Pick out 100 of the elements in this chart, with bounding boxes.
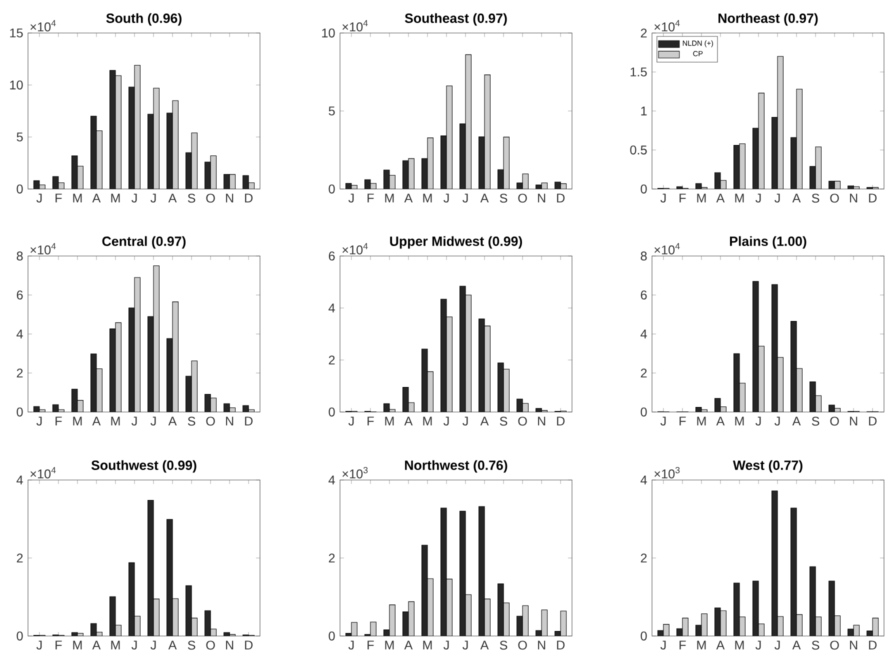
chart-title: Southwest (0.99) xyxy=(91,460,196,473)
y-tick-label: 0 xyxy=(640,408,647,416)
x-tick-label: J xyxy=(348,416,354,426)
x-tick-label: S xyxy=(188,640,196,650)
x-tick-label: S xyxy=(812,416,820,426)
x-tick-label: J xyxy=(462,640,468,650)
x-tick-label: D xyxy=(245,194,253,202)
chart-title: South (0.96) xyxy=(106,13,182,26)
x-tick-label: A xyxy=(92,640,101,650)
chart-title: Southeast (0.97) xyxy=(404,13,507,26)
x-tick-label: F xyxy=(56,194,62,202)
y-tick-label: 2 xyxy=(640,554,647,562)
x-tick-label: M xyxy=(73,194,82,202)
x-tick-label: J xyxy=(36,416,42,426)
x-tick-label: O xyxy=(518,640,527,650)
text: ×10$^{4}$ xyxy=(30,20,56,32)
x-tick-label: J xyxy=(132,194,137,203)
x-tick-label: A xyxy=(716,194,725,202)
text: ×10$^{4}$ xyxy=(654,243,680,254)
y-tick-label: 10 xyxy=(10,80,23,90)
x-tick-label: J xyxy=(150,416,156,426)
y-tick-label: 0 xyxy=(16,184,23,194)
x-tick-label: J xyxy=(756,194,761,203)
x-tick-label: A xyxy=(168,416,177,426)
chart-title: Northwest (0.76) xyxy=(405,460,508,473)
x-tick-label: N xyxy=(538,194,546,202)
x-tick-label: S xyxy=(812,194,820,203)
x-tick-label: J xyxy=(132,416,137,426)
x-tick-label: M xyxy=(73,640,82,650)
x-tick-label: J xyxy=(150,640,156,650)
x-tick-label: O xyxy=(830,416,839,426)
x-tick-label: O xyxy=(206,194,215,203)
x-tick-label: N xyxy=(538,640,546,650)
x-tick-label: J xyxy=(462,194,468,203)
y-tick-label: 6 xyxy=(640,290,647,300)
x-tick-label: J xyxy=(660,416,666,426)
x-tick-label: N xyxy=(850,416,858,426)
x-tick-label: A xyxy=(792,640,801,650)
y-tick-label: 0 xyxy=(16,632,23,640)
chart-title: West (0.77) xyxy=(732,460,802,473)
x-tick-label: F xyxy=(368,416,374,426)
y-tick-label: 4 xyxy=(328,304,335,312)
x-tick-label: N xyxy=(226,416,234,426)
chart-title: Plains (1.00) xyxy=(730,236,806,249)
x-tick-label: M xyxy=(385,416,394,426)
x-tick-label: N xyxy=(538,416,546,426)
text: ×10$^{4}$ xyxy=(30,467,56,478)
x-tick-label: D xyxy=(869,194,877,202)
text: ×10$^{3}$ xyxy=(342,466,368,478)
x-tick-label: A xyxy=(404,640,413,650)
x-tick-label: J xyxy=(756,416,761,426)
x-tick-label: F xyxy=(56,640,62,650)
x-tick-label: A xyxy=(168,194,177,202)
x-tick-label: O xyxy=(518,194,527,203)
x-tick-label: J xyxy=(660,194,666,203)
chart-title: Northeast (0.97) xyxy=(718,13,818,26)
x-tick-label: J xyxy=(774,416,780,426)
y-tick-label: 2 xyxy=(328,554,335,562)
x-tick-label: O xyxy=(206,416,215,426)
x-tick-label: A xyxy=(168,640,177,650)
x-tick-label: F xyxy=(368,640,374,650)
x-tick-label: M xyxy=(73,416,82,426)
x-tick-label: J xyxy=(756,640,761,650)
x-tick-label: A xyxy=(716,640,725,650)
x-tick-label: F xyxy=(680,416,686,426)
x-tick-label: J xyxy=(444,194,449,203)
x-tick-label: M xyxy=(385,194,394,202)
x-tick-label: A xyxy=(92,416,101,426)
x-tick-label: M xyxy=(697,416,706,426)
x-tick-label: A xyxy=(92,194,101,202)
text: ×10$^{4}$ xyxy=(342,243,368,254)
x-tick-label: F xyxy=(56,416,62,426)
x-tick-label: M xyxy=(697,194,706,202)
y-tick-label: 8 xyxy=(16,252,23,260)
x-tick-label: A xyxy=(404,194,413,202)
y-tick-label: 10 xyxy=(322,28,335,38)
x-tick-label: N xyxy=(850,640,858,650)
x-tick-label: J xyxy=(462,416,468,426)
chart-title: Central (0.97) xyxy=(102,236,186,249)
y-tick-label: 2 xyxy=(640,368,647,378)
x-tick-label: J xyxy=(660,640,666,650)
x-tick-label: M xyxy=(697,640,706,650)
text: ×10$^{4}$ xyxy=(342,20,368,32)
y-tick-label: 2 xyxy=(640,28,647,38)
y-tick-label: 2 xyxy=(16,554,23,562)
x-tick-label: D xyxy=(869,640,877,650)
x-tick-label: M xyxy=(423,640,432,650)
y-tick-label: 5 xyxy=(16,132,23,142)
y-tick-label: 5 xyxy=(328,106,335,116)
x-tick-label: J xyxy=(774,640,780,650)
x-tick-label: M xyxy=(735,416,744,426)
x-tick-label: J xyxy=(132,640,137,650)
x-tick-label: M xyxy=(385,640,394,650)
x-tick-label: D xyxy=(557,640,565,650)
text: ×10$^{4}$ xyxy=(30,243,56,254)
x-tick-label: S xyxy=(188,416,196,426)
x-tick-label: O xyxy=(830,194,839,203)
x-tick-label: J xyxy=(444,416,449,426)
x-tick-label: J xyxy=(150,194,156,203)
chart-title: Upper Midwest (0.99) xyxy=(390,236,522,249)
